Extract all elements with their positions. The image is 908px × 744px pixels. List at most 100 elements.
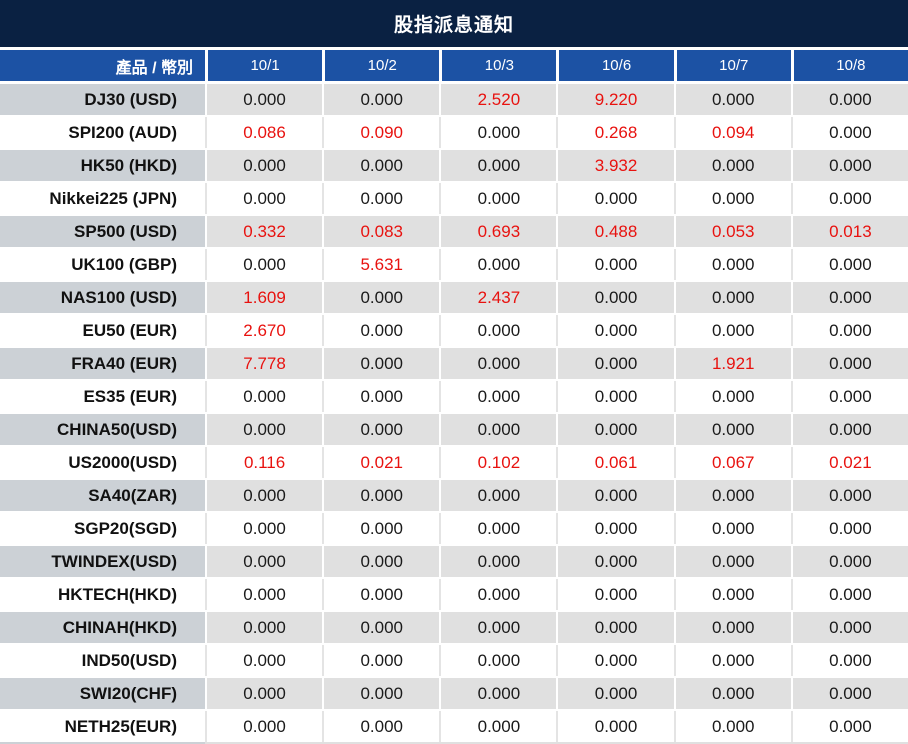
column-header-date: 10/8 [790, 50, 908, 81]
dividend-value: 0.000 [556, 678, 674, 709]
dividend-value: 0.000 [790, 480, 908, 511]
dividend-value: 2.670 [205, 315, 323, 346]
table-row: SGP20(SGD) 0.000 0.000 0.000 0.000 0.000 0.000 [0, 513, 908, 544]
dividend-value: 0.000 [322, 414, 440, 445]
dividend-value: 0.000 [673, 678, 791, 709]
dividend-value: 9.220 [556, 84, 674, 115]
column-header-date: 10/3 [439, 50, 557, 81]
dividend-value: 0.000 [322, 315, 440, 346]
dividend-value: 0.000 [205, 249, 323, 280]
dividend-value: 0.000 [673, 711, 791, 742]
dividend-value: 0.000 [439, 513, 557, 544]
dividend-value: 0.000 [790, 348, 908, 379]
dividend-value: 0.000 [790, 117, 908, 148]
dividend-value: 0.000 [556, 645, 674, 676]
bottom-sliver-label-part [0, 742, 205, 744]
dividend-value: 0.000 [556, 183, 674, 214]
dividend-value: 0.067 [673, 447, 791, 478]
table-row: Nikkei225 (JPN) 0.000 0.000 0.000 0.000 0.000… [0, 183, 908, 214]
table-header-row: 產品 / 幣別 10/1 10/2 10/3 10/6 10/7 10/8 [0, 50, 908, 81]
dividend-value: 0.083 [322, 216, 440, 247]
dividend-value: 0.000 [556, 546, 674, 577]
dividend-value: 0.000 [673, 315, 791, 346]
dividend-value: 0.000 [790, 381, 908, 412]
dividend-value: 0.000 [322, 612, 440, 643]
column-header-date: 10/2 [322, 50, 440, 81]
table-row: EU50 (EUR) 2.670 0.000 0.000 0.000 0.000 0.000 [0, 315, 908, 346]
dividend-value: 0.000 [673, 612, 791, 643]
table-row: US2000(USD) 0.116 0.021 0.102 0.061 0.067 0.02… [0, 447, 908, 478]
product-label: NETH25(EUR) [0, 711, 205, 742]
dividend-value: 0.086 [205, 117, 323, 148]
dividend-value: 0.000 [556, 513, 674, 544]
dividend-value: 0.000 [790, 315, 908, 346]
dividend-value: 0.000 [439, 315, 557, 346]
column-header-product: 產品 / 幣別 [0, 50, 205, 81]
product-label: Nikkei225 (JPN) [0, 183, 205, 214]
dividend-value: 0.000 [556, 414, 674, 445]
column-header-date: 10/1 [205, 50, 323, 81]
dividend-value: 0.000 [205, 150, 323, 181]
dividend-value: 0.000 [673, 480, 791, 511]
dividend-value: 0.000 [556, 348, 674, 379]
dividend-value: 0.000 [322, 183, 440, 214]
bottom-row-sliver [0, 742, 908, 744]
dividend-value: 0.053 [673, 216, 791, 247]
dividend-value: 0.000 [439, 117, 557, 148]
table-row: TWINDEX(USD) 0.000 0.000 0.000 0.000 0.000 0.0… [0, 546, 908, 577]
dividend-value: 0.000 [322, 546, 440, 577]
table-row: SPI200 (AUD) 0.086 0.090 0.000 0.268 0.094 0.0… [0, 117, 908, 148]
dividend-value: 0.000 [673, 381, 791, 412]
dividend-value: 0.000 [322, 348, 440, 379]
dividend-value: 0.000 [205, 546, 323, 577]
dividend-value: 0.000 [439, 546, 557, 577]
product-label: SA40(ZAR) [0, 480, 205, 511]
dividend-value: 0.000 [439, 711, 557, 742]
dividend-value: 0.000 [556, 579, 674, 610]
product-label: SP500 (USD) [0, 216, 205, 247]
dividend-value: 0.000 [322, 282, 440, 313]
dividend-value: 0.000 [205, 711, 323, 742]
dividend-value: 0.000 [556, 282, 674, 313]
dividend-value: 0.090 [322, 117, 440, 148]
dividend-value: 0.000 [322, 480, 440, 511]
dividend-value: 0.000 [673, 513, 791, 544]
dividend-value: 0.000 [439, 414, 557, 445]
dividend-value: 0.116 [205, 447, 323, 478]
dividend-value: 0.000 [790, 546, 908, 577]
dividend-value: 0.000 [673, 414, 791, 445]
dividend-value: 0.000 [322, 645, 440, 676]
dividend-value: 0.000 [322, 678, 440, 709]
dividend-value: 0.000 [322, 84, 440, 115]
product-label: EU50 (EUR) [0, 315, 205, 346]
dividend-value: 0.000 [205, 513, 323, 544]
dividend-value: 0.000 [439, 645, 557, 676]
dividend-value: 1.921 [673, 348, 791, 379]
table-row: DJ30 (USD) 0.000 0.000 2.520 9.220 0.000 0.000 [0, 84, 908, 115]
dividend-value: 0.000 [205, 579, 323, 610]
dividend-value: 0.000 [439, 381, 557, 412]
product-label: TWINDEX(USD) [0, 546, 205, 577]
product-label: SWI20(CHF) [0, 678, 205, 709]
dividend-value: 0.000 [322, 150, 440, 181]
dividend-value: 0.000 [322, 711, 440, 742]
dividend-value: 0.000 [673, 249, 791, 280]
dividend-value: 0.000 [205, 645, 323, 676]
dividend-value: 1.609 [205, 282, 323, 313]
table-row: UK100 (GBP) 0.000 5.631 0.000 0.000 0.000 0.00… [0, 249, 908, 280]
dividend-table-body: DJ30 (USD) 0.000 0.000 2.520 9.220 0.000 0.000… [0, 84, 908, 742]
dividend-value: 0.000 [673, 579, 791, 610]
table-row: SWI20(CHF) 0.000 0.000 0.000 0.000 0.000 0.000 [0, 678, 908, 709]
dividend-value: 0.488 [556, 216, 674, 247]
product-label: IND50(USD) [0, 645, 205, 676]
dividend-value: 0.000 [673, 282, 791, 313]
product-label: FRA40 (EUR) [0, 348, 205, 379]
dividend-value: 0.000 [439, 150, 557, 181]
dividend-value: 0.013 [790, 216, 908, 247]
dividend-value: 0.000 [205, 381, 323, 412]
table-row: FRA40 (EUR) 7.778 0.000 0.000 0.000 1.921 0.00… [0, 348, 908, 379]
table-row: HK50 (HKD) 0.000 0.000 0.000 3.932 0.000 0.000 [0, 150, 908, 181]
dividend-value: 0.000 [790, 282, 908, 313]
column-header-date: 10/7 [673, 50, 791, 81]
